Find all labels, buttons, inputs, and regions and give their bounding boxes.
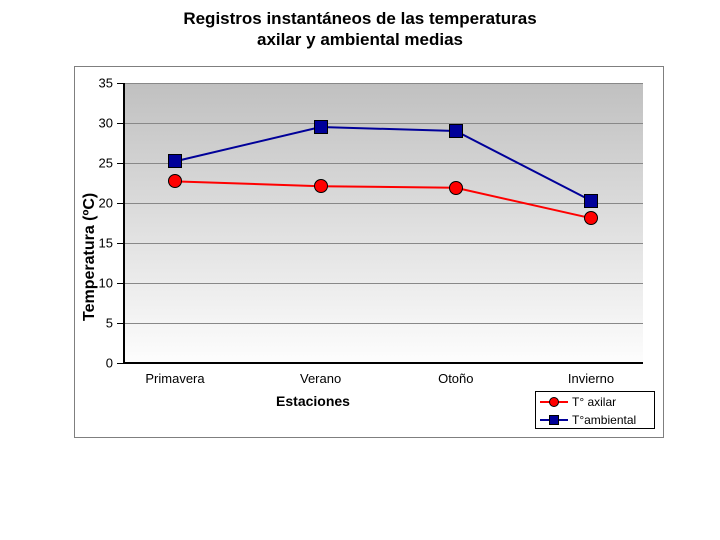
circle-marker (449, 181, 463, 195)
x-axis-label: Estaciones (123, 393, 503, 409)
ytick-label: 35 (83, 76, 113, 91)
chart-title-line1: Registros instantáneos de las temperatur… (183, 9, 536, 28)
xtick-label: Primavera (145, 371, 204, 386)
square-marker (314, 120, 328, 134)
ytick-label: 20 (83, 196, 113, 211)
xtick-label: Verano (300, 371, 341, 386)
chart-title: Registros instantáneos de las temperatur… (0, 8, 720, 51)
circle-marker (168, 174, 182, 188)
y-axis-label: Temperatura (ºC) (81, 193, 99, 321)
ytick-label: 0 (83, 356, 113, 371)
xtick-label: Invierno (568, 371, 614, 386)
legend-swatch (540, 415, 568, 425)
square-marker (168, 154, 182, 168)
series-lines (123, 83, 643, 363)
legend-swatch (540, 397, 568, 407)
series-line (175, 181, 591, 218)
chart-title-line2: axilar y ambiental medias (257, 30, 463, 49)
legend-label: T° axilar (572, 395, 616, 409)
circle-marker (584, 211, 598, 225)
ytick-label: 5 (83, 316, 113, 331)
square-marker (584, 194, 598, 208)
ytick-label: 25 (83, 156, 113, 171)
circle-marker (314, 179, 328, 193)
plot-area: 05101520253035PrimaveraVeranoOtoñoInvier… (123, 83, 643, 363)
chart-frame: Temperatura (ºC) 05101520253035Primavera… (74, 66, 664, 438)
legend-item: T°ambiental (540, 412, 636, 428)
square-marker (449, 124, 463, 138)
ytick-label: 10 (83, 276, 113, 291)
legend: T° axilar T°ambiental (535, 391, 655, 429)
legend-label: T°ambiental (572, 413, 636, 427)
ytick-label: 15 (83, 236, 113, 251)
page: Registros instantáneos de las temperatur… (0, 0, 720, 540)
legend-item: T° axilar (540, 394, 616, 410)
xtick-label: Otoño (438, 371, 473, 386)
ytick-label: 30 (83, 116, 113, 131)
series-line (175, 127, 591, 201)
